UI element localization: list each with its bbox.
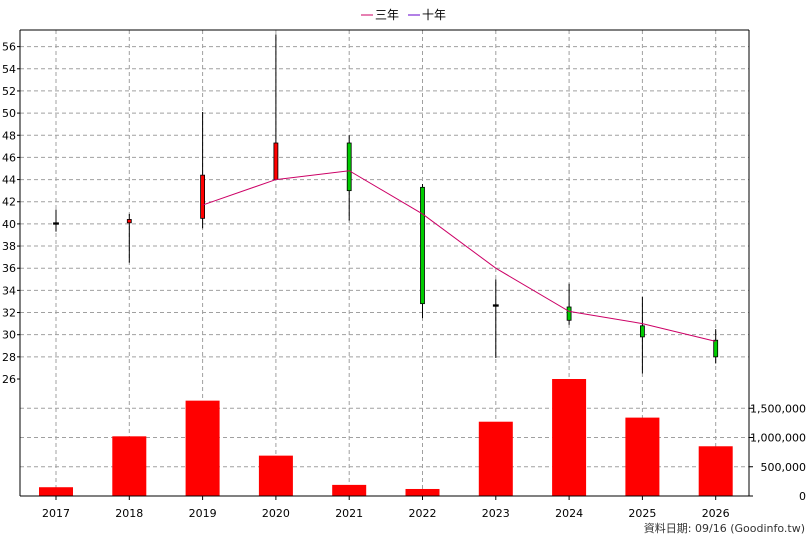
price-tick-label: 42 — [2, 196, 16, 209]
price-tick-label: 56 — [2, 41, 16, 54]
price-tick-label: 44 — [2, 174, 16, 187]
legend-label-ten-year: 十年 — [422, 8, 446, 22]
legend-label-three-year: 三年 — [375, 8, 399, 22]
price-tick-label: 26 — [2, 373, 16, 386]
candle-body — [346, 142, 352, 192]
year-tick-label: 2019 — [189, 507, 217, 520]
year-tick-label: 2018 — [115, 507, 143, 520]
price-axis-ticks: 26 28 30 32 34 36 38 40 42 44 46 48 50 52 54 56 — [2, 41, 20, 386]
price-tick-label: 48 — [2, 129, 16, 142]
ma-line — [202, 170, 716, 342]
year-tick-label: 2021 — [335, 507, 363, 520]
price-tick-label: 34 — [2, 284, 16, 297]
volume-bar — [478, 421, 513, 496]
volume-bar — [698, 446, 733, 496]
moving-average-lines — [202, 170, 716, 342]
source-note: 資料日期: 09/16 (Goodinfo.tw) — [644, 521, 805, 535]
volume-tick-label: 0 — [799, 490, 806, 503]
price-tick-label: 28 — [2, 351, 16, 364]
volume-bar — [332, 484, 367, 496]
price-tick-label: 54 — [2, 63, 16, 76]
price-tick-label: 40 — [2, 218, 16, 231]
volume-bar — [552, 379, 587, 496]
volume-bar — [112, 436, 147, 496]
year-tick-label: 2020 — [262, 507, 290, 520]
volume-bar — [258, 455, 293, 496]
candles — [53, 34, 719, 374]
volume-tick-label: 1,500,000 — [750, 402, 806, 415]
year-tick-label: 2024 — [555, 507, 583, 520]
volume-tick-label: 500,000 — [761, 461, 807, 474]
candle-body — [640, 325, 645, 338]
legend: 三年 十年 — [361, 8, 446, 22]
candle-body — [713, 339, 719, 358]
year-tick-label: 2023 — [482, 507, 510, 520]
volume-axis-ticks: 0 500,000 1,000,000 1,500,000 — [749, 402, 806, 503]
volume-bar — [185, 400, 220, 496]
price-tick-label: 30 — [2, 329, 16, 342]
year-tick-label: 2025 — [628, 507, 656, 520]
price-tick-label: 32 — [2, 307, 16, 320]
axes — [19, 29, 750, 497]
grid-lines — [20, 30, 749, 496]
volume-bar — [39, 487, 73, 496]
price-tick-label: 36 — [2, 262, 16, 275]
year-axis-ticks: 2017 2018 2019 2020 2021 2022 2023 2024 2025 2026 — [42, 496, 730, 520]
candle-body — [126, 219, 132, 224]
price-tick-label: 38 — [2, 240, 16, 253]
price-tick-label: 52 — [2, 85, 16, 98]
candle-body — [53, 222, 59, 225]
year-tick-label: 2017 — [42, 507, 70, 520]
volume-bar — [405, 488, 440, 496]
candle-body — [200, 174, 206, 219]
year-tick-label: 2022 — [409, 507, 437, 520]
volume-bars — [39, 379, 733, 496]
candle-body — [420, 186, 425, 305]
candle-body — [566, 306, 572, 321]
price-tick-label: 50 — [2, 107, 16, 120]
price-tick-label: 46 — [2, 151, 16, 164]
candle-body — [492, 304, 499, 307]
volume-bar — [625, 417, 660, 496]
year-tick-label: 2026 — [702, 507, 730, 520]
volume-tick-label: 1,000,000 — [750, 432, 806, 445]
candle-body — [273, 142, 279, 180]
